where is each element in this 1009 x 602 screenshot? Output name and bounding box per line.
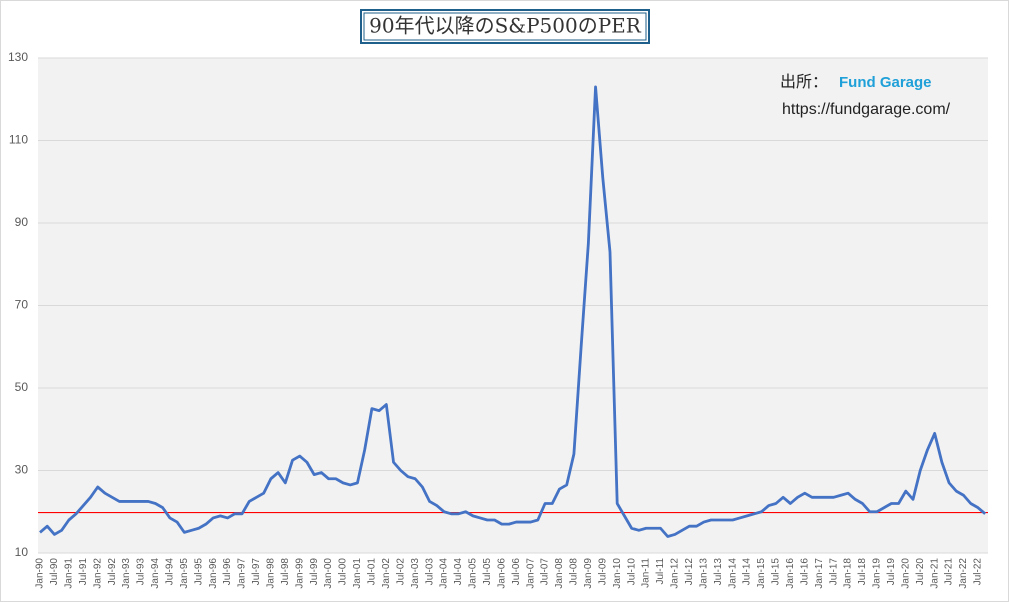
x-tick-label: Jan-22 <box>958 558 969 589</box>
chart-title: 90年代以降のS&P500のPER <box>369 14 642 38</box>
x-tick-label: Jul-13 <box>713 558 724 586</box>
x-tick-label: Jul-92 <box>107 558 118 586</box>
source-url: https://fundgarage.com/ <box>782 101 951 118</box>
x-tick-label: Jan-14 <box>727 558 738 589</box>
title-box <box>360 9 650 44</box>
x-tick-label: Jan-93 <box>121 558 132 589</box>
x-tick-label: Jan-05 <box>468 558 479 589</box>
x-tick-label: Jul-90 <box>49 558 60 586</box>
x-tick-label: Jan-90 <box>35 558 46 589</box>
x-tick-label: Jul-09 <box>597 558 608 586</box>
x-tick-label: Jan-99 <box>294 558 305 589</box>
x-tick-label: Jul-95 <box>193 558 204 586</box>
x-tick-label: Jan-96 <box>208 558 219 589</box>
x-tick-label: Jan-07 <box>525 558 536 589</box>
x-tick-label: Jan-08 <box>554 558 565 589</box>
x-tick-label: Jul-16 <box>799 558 810 586</box>
x-tick-label: Jan-11 <box>641 558 652 588</box>
x-tick-label: Jul-93 <box>136 558 147 586</box>
x-tick-label: Jan-06 <box>496 558 507 589</box>
x-tick-label: Jul-94 <box>165 558 176 586</box>
x-tick-label: Jul-12 <box>684 558 695 586</box>
y-tick-label: 130 <box>8 50 28 64</box>
x-tick-label: Jan-98 <box>266 558 277 589</box>
x-tick-label: Jan-19 <box>872 558 883 589</box>
x-tick-label: Jul-20 <box>915 558 926 586</box>
x-tick-label: Jan-09 <box>583 558 594 589</box>
x-tick-label: Jul-22 <box>973 558 984 586</box>
x-tick-label: Jan-15 <box>756 558 767 589</box>
data-line <box>39 85 987 538</box>
y-tick-label: 110 <box>9 133 28 147</box>
x-tick-label: Jul-91 <box>78 558 89 586</box>
x-tick-label: Jul-04 <box>453 558 464 586</box>
y-tick-label: 10 <box>15 545 29 559</box>
title-box-inner <box>363 12 647 41</box>
x-tick-label: Jan-17 <box>814 558 825 589</box>
y-tick-label: 50 <box>15 380 29 394</box>
x-tick-label: Jul-02 <box>395 558 406 586</box>
x-tick-label: Jan-97 <box>237 558 248 589</box>
x-tick-label: Jul-08 <box>569 558 580 586</box>
x-tick-label: Jan-03 <box>410 558 421 589</box>
source-label: 出所： <box>780 73 828 91</box>
x-tick-label: Jan-01 <box>352 558 363 589</box>
x-tick-label: Jul-07 <box>540 558 551 586</box>
x-tick-label: Jan-00 <box>323 558 334 589</box>
x-tick-label: Jan-13 <box>698 558 709 589</box>
x-tick-label: Jan-92 <box>92 558 103 589</box>
x-tick-label: Jan-21 <box>929 558 940 589</box>
x-tick-label: Jul-14 <box>742 558 753 586</box>
x-tick-label: Jan-04 <box>439 558 450 589</box>
x-tick-label: Jul-99 <box>309 558 320 586</box>
x-tick-label: Jul-98 <box>280 558 291 586</box>
x-tick-label: Jul-19 <box>886 558 897 586</box>
x-tick-label: Jul-18 <box>857 558 868 586</box>
source-name: Fund Garage <box>839 74 932 91</box>
x-tick-label: Jul-17 <box>828 558 839 586</box>
x-tick-label: Jul-01 <box>367 558 378 586</box>
x-tick-label: Jul-96 <box>222 558 233 586</box>
y-tick-label: 70 <box>15 298 29 312</box>
x-tick-label: Jan-20 <box>900 558 911 589</box>
x-tick-label: Jan-12 <box>670 558 681 589</box>
x-tick-label: Jul-15 <box>771 558 782 586</box>
x-tick-label: Jan-10 <box>612 558 623 589</box>
x-tick-label: Jan-16 <box>785 558 796 589</box>
x-tick-label: Jul-21 <box>944 558 955 586</box>
x-tick-label: Jan-95 <box>179 558 190 589</box>
x-tick-label: Jul-00 <box>338 558 349 586</box>
x-tick-label: Jan-91 <box>64 558 75 589</box>
x-tick-label: Jul-10 <box>626 558 637 586</box>
y-tick-label: 30 <box>15 463 29 477</box>
x-tick-label: Jan-94 <box>150 558 161 589</box>
x-tick-label: Jul-06 <box>511 558 522 586</box>
x-tick-label: Jul-03 <box>424 558 435 586</box>
x-tick-label: Jul-97 <box>251 558 262 586</box>
y-tick-label: 90 <box>15 215 29 229</box>
x-tick-label: Jan-18 <box>843 558 854 589</box>
x-tick-label: Jul-11 <box>655 558 666 585</box>
x-tick-label: Jul-05 <box>482 558 493 586</box>
x-tick-label: Jan-02 <box>381 558 392 589</box>
